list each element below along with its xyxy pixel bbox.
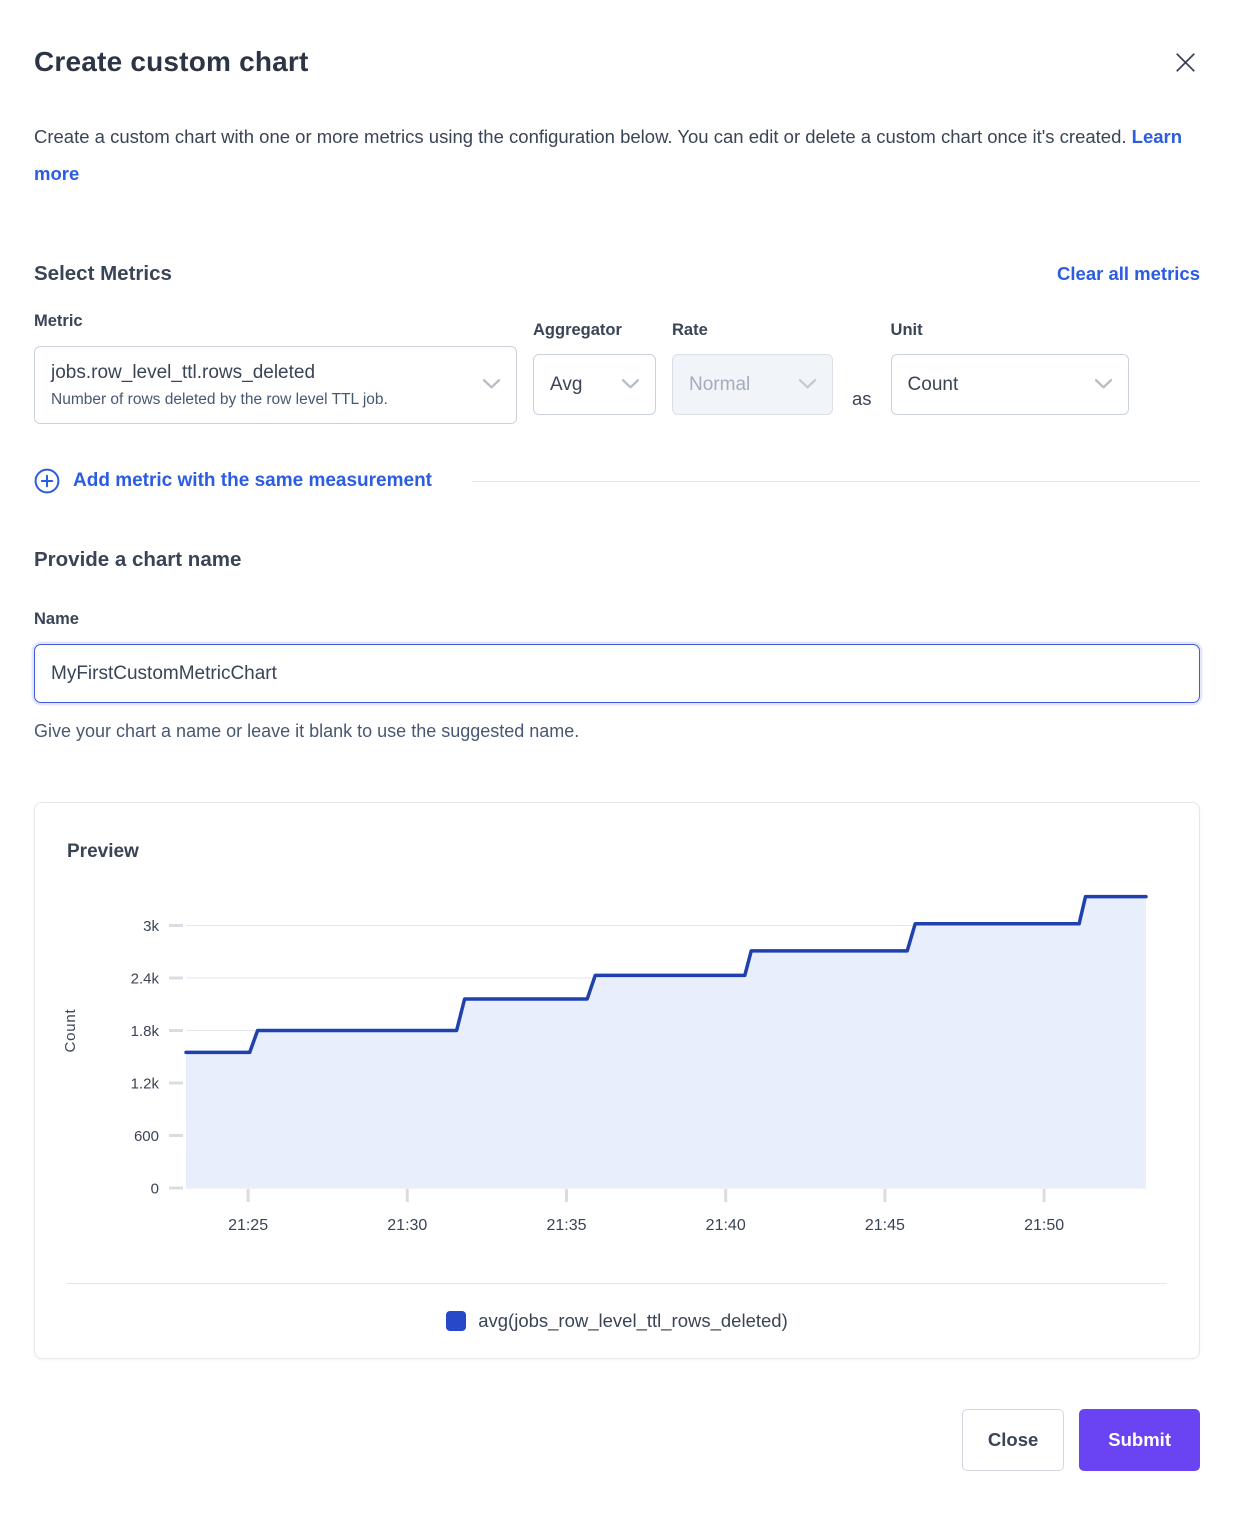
svg-text:21:40: 21:40 xyxy=(706,1217,746,1234)
add-metric-row: Add metric with the same measurement xyxy=(34,468,1200,494)
svg-text:21:30: 21:30 xyxy=(387,1217,427,1234)
aggregator-label: Aggregator xyxy=(533,321,622,339)
svg-text:1.2k: 1.2k xyxy=(131,1076,160,1093)
rate-select-value: Normal xyxy=(689,373,751,395)
description-text: Create a custom chart with one or more m… xyxy=(34,126,1127,147)
svg-text:21:35: 21:35 xyxy=(546,1217,586,1234)
svg-text:3k: 3k xyxy=(143,918,159,935)
legend-label: avg(jobs_row_level_ttl_rows_deleted) xyxy=(478,1310,788,1331)
chevron-down-icon xyxy=(798,376,817,394)
preview-heading: Preview xyxy=(67,841,139,862)
rate-select: Normal xyxy=(672,354,833,415)
name-label: Name xyxy=(34,610,79,628)
close-button[interactable] xyxy=(1171,48,1200,80)
chevron-down-icon xyxy=(621,376,640,394)
unit-column: Unit Count xyxy=(890,312,1129,415)
name-helper-text: Give your chart a name or leave it blank… xyxy=(34,721,580,741)
close-footer-button[interactable]: Close xyxy=(961,1409,1065,1471)
unit-select-value: Count xyxy=(907,373,959,395)
svg-text:21:45: 21:45 xyxy=(865,1217,905,1234)
chart-area: 0 600 1.2k 1.8k 2.4k 3k 21:25 21:30 21:35 21:40 21… xyxy=(51,873,1183,1245)
chevron-down-icon xyxy=(1094,376,1112,394)
svg-text:Count: Count xyxy=(62,1008,79,1052)
svg-text:2.4k: 2.4k xyxy=(131,971,160,988)
aggregator-column: Aggregator Avg xyxy=(517,312,656,415)
clear-all-metrics-link[interactable]: Clear all metrics xyxy=(1057,263,1200,284)
modal-description: Create a custom chart with one or more m… xyxy=(34,118,1184,192)
svg-text:0: 0 xyxy=(151,1181,159,1198)
aggregator-select-value: Avg xyxy=(550,373,583,395)
chart-name-heading: Provide a chart name xyxy=(34,548,242,571)
metric-config-row: Metric jobs.row_level_ttl.rows_deleted N… xyxy=(34,312,1200,424)
select-metrics-header: Select Metrics Clear all metrics xyxy=(34,262,1200,286)
plus-circle-icon xyxy=(34,468,60,494)
divider xyxy=(472,480,1200,482)
page-title: Create custom chart xyxy=(34,46,309,77)
divider xyxy=(67,1283,1167,1284)
svg-text:1.8k: 1.8k xyxy=(131,1023,160,1040)
preview-card: Preview 0 600 1.2k 1.8k 2.4k 3k 21:25 21:30 21:3… xyxy=(34,802,1200,1359)
unit-label: Unit xyxy=(890,321,923,339)
svg-text:21:25: 21:25 xyxy=(228,1217,268,1234)
metric-select-description: Number of rows deleted by the row level … xyxy=(51,390,388,408)
add-metric-button[interactable]: Add metric with the same measurement xyxy=(34,468,432,494)
aggregator-select[interactable]: Avg xyxy=(533,354,656,415)
add-metric-label: Add metric with the same measurement xyxy=(73,470,432,491)
legend-swatch xyxy=(446,1311,467,1331)
metric-label: Metric xyxy=(34,312,83,330)
as-label: as xyxy=(852,388,872,409)
close-icon xyxy=(1175,53,1196,76)
modal-footer: Close Submit xyxy=(34,1409,1200,1471)
select-metrics-heading: Select Metrics xyxy=(34,262,172,285)
rate-column: Rate Normal xyxy=(656,312,833,415)
learn-more-link[interactable]: Learn more xyxy=(34,126,1183,184)
submit-button[interactable]: Submit xyxy=(1079,1409,1200,1471)
metric-select-value: jobs.row_level_ttl.rows_deleted xyxy=(51,361,316,383)
rate-label: Rate xyxy=(672,321,708,339)
svg-text:21:50: 21:50 xyxy=(1024,1217,1064,1234)
metric-column: Metric jobs.row_level_ttl.rows_deleted N… xyxy=(34,312,517,424)
metric-select[interactable]: jobs.row_level_ttl.rows_deleted Number o… xyxy=(34,346,517,424)
modal-header: Create custom chart xyxy=(34,46,1200,80)
chart-legend: avg(jobs_row_level_ttl_rows_deleted) xyxy=(51,1310,1183,1332)
svg-text:600: 600 xyxy=(134,1128,159,1145)
unit-select[interactable]: Count xyxy=(890,354,1129,415)
preview-chart: 0 600 1.2k 1.8k 2.4k 3k 21:25 21:30 21:35 21:40 21… xyxy=(62,894,1148,1234)
chart-name-input[interactable] xyxy=(34,644,1200,703)
create-custom-chart-modal: Create custom chart Create a custom char… xyxy=(34,46,1200,1471)
chevron-down-icon xyxy=(482,376,501,394)
